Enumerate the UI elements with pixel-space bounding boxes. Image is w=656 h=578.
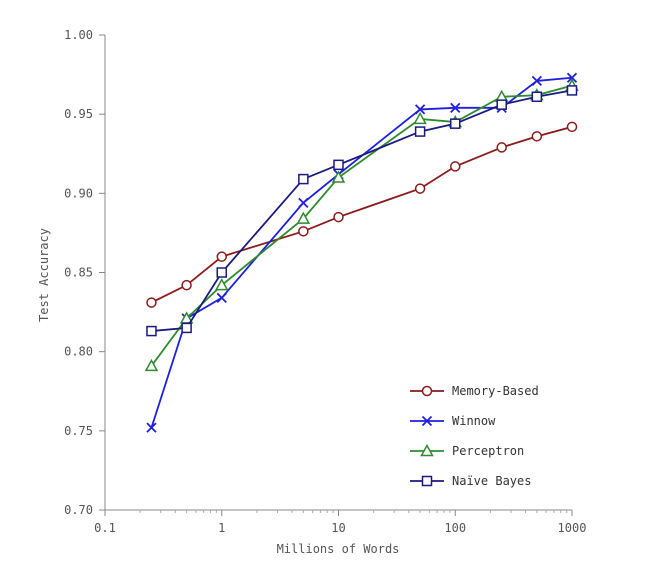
legend-item: Naïve Bayes — [410, 474, 531, 488]
data-point — [496, 99, 507, 110]
data-point — [531, 75, 542, 87]
data-point — [566, 121, 578, 133]
data-point — [146, 325, 157, 337]
legend-marker — [421, 415, 433, 427]
data-point — [414, 126, 426, 137]
data-point — [296, 211, 311, 224]
data-point — [414, 104, 426, 115]
x-tick-label: 10 — [331, 521, 345, 535]
data-point — [566, 72, 578, 83]
data-point — [181, 279, 192, 291]
data-point — [531, 131, 543, 142]
series-line — [150, 76, 573, 428]
series-line — [151, 125, 573, 304]
data-point — [413, 111, 427, 125]
data-point — [216, 251, 227, 262]
data-point — [298, 173, 309, 185]
legend-item: Memory-Based — [410, 384, 539, 398]
data-point — [216, 267, 227, 278]
y-tick-label: 0.85 — [64, 266, 93, 280]
y-tick-label: 0.70 — [64, 503, 93, 517]
data-point — [450, 161, 461, 172]
series-line — [150, 84, 573, 367]
legend-label: Winnow — [452, 414, 496, 428]
legend-label: Perceptron — [452, 444, 524, 458]
x-axis-title: Millions of Words — [277, 542, 400, 556]
data-point — [450, 118, 461, 129]
legend-item: Perceptron — [410, 443, 524, 458]
legend-marker — [421, 475, 433, 487]
legend-label: Naïve Bayes — [452, 474, 531, 488]
data-point — [216, 292, 227, 303]
data-point — [144, 358, 159, 372]
data-point — [333, 211, 344, 223]
series-memory-based — [146, 121, 578, 308]
series-perceptron — [144, 78, 579, 372]
x-tick-label: 1 — [218, 521, 225, 535]
data-point — [331, 170, 346, 183]
y-axis-title: Test Accuracy — [37, 228, 51, 322]
series-line — [151, 89, 573, 332]
data-point — [566, 85, 578, 96]
x-tick-label: 1000 — [558, 521, 587, 535]
y-tick-label: 0.90 — [64, 186, 93, 200]
x-tick-label: 100 — [444, 521, 466, 535]
data-point — [450, 102, 461, 113]
y-tick-label: 1.00 — [64, 28, 93, 42]
legend-label: Memory-Based — [452, 384, 539, 398]
data-point — [146, 297, 157, 308]
legend-marker — [420, 443, 434, 457]
x-tick-label: 0.1 — [94, 521, 116, 535]
x-ticks: 0.1 1 10 100 1000 — [94, 510, 586, 535]
legend: Memory-Based Winnow Perceptron Naïve Bayes — [410, 384, 539, 488]
y-tick-label: 0.95 — [64, 107, 93, 121]
data-point — [214, 278, 229, 291]
series-layer — [144, 72, 579, 433]
data-point — [531, 91, 543, 102]
data-point — [333, 159, 344, 171]
y-tick-label: 0.80 — [64, 345, 93, 359]
data-point — [181, 322, 192, 334]
data-point — [298, 197, 309, 208]
data-point — [146, 422, 157, 433]
legend-item: Winnow — [410, 414, 496, 428]
legend-marker — [421, 385, 433, 397]
series-na-ve-bayes — [146, 85, 578, 337]
data-point — [414, 183, 426, 194]
data-point — [298, 226, 309, 237]
data-point — [496, 142, 507, 153]
y-ticks: 0.70 0.75 0.80 0.85 0.90 0.95 1.00 — [64, 28, 105, 517]
y-tick-label: 0.75 — [64, 424, 93, 438]
series-winnow — [146, 72, 578, 433]
